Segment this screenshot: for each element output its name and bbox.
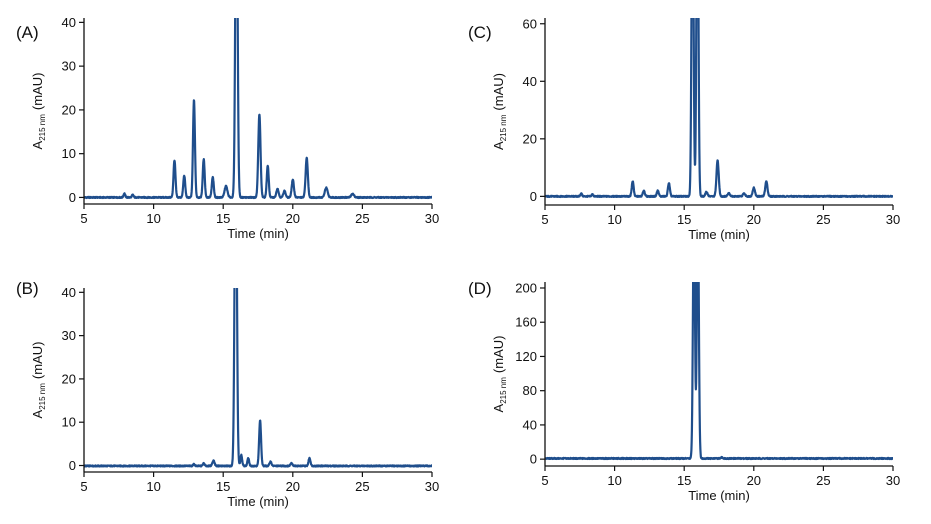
y-axis-title: A215 nm (mAU) — [30, 73, 47, 150]
x-tick-label: 30 — [425, 479, 439, 494]
panel-b: 5 10 15 20 25 30 0 10 20 30 40 Time (min) A215 nm (mA… — [16, 279, 439, 509]
y-axis-title-subscript: 215 nm — [499, 114, 508, 141]
y-axis-title: A215 nm (mAU) — [30, 342, 47, 419]
x-tick-label: 15 — [216, 211, 230, 226]
x-tick-label: 25 — [816, 212, 830, 227]
x-tick-label: 30 — [886, 473, 900, 488]
x-axis-title: Time (min) — [688, 488, 750, 503]
x-tick-label: 20 — [286, 479, 300, 494]
x-tick-label: 30 — [886, 212, 900, 227]
x-tick-label: 5 — [80, 479, 87, 494]
x-axis-title: Time (min) — [227, 226, 289, 241]
y-tick-label: 0 — [69, 190, 76, 205]
y-tick-label: 80 — [523, 383, 537, 398]
panel-label: (B) — [16, 279, 39, 298]
y-tick-label: 200 — [515, 280, 537, 295]
x-tick-label: 20 — [747, 212, 761, 227]
y-tick-label: 40 — [62, 15, 76, 30]
y-tick-label: 40 — [62, 285, 76, 300]
x-tick-label: 10 — [146, 479, 160, 494]
y-tick-label: 40 — [523, 417, 537, 432]
y-tick-label: 20 — [62, 102, 76, 117]
x-tick-label: 30 — [425, 211, 439, 226]
y-axis-title-main: A — [30, 140, 45, 149]
y-axis-title-unit: (mAU) — [491, 73, 506, 111]
y-tick-label: 60 — [523, 16, 537, 31]
x-tick-label: 25 — [355, 479, 369, 494]
y-axis-title-subscript: 215 nm — [38, 383, 47, 410]
y-axis-title: A215 nm (mAU) — [491, 336, 508, 413]
x-tick-label: 25 — [816, 473, 830, 488]
y-axis-title-unit: (mAU) — [30, 73, 45, 111]
chromatogram-trace — [84, 288, 432, 468]
y-axis-title-main: A — [491, 141, 506, 150]
x-tick-label: 5 — [541, 212, 548, 227]
x-tick-label: 10 — [607, 473, 621, 488]
panel-label: (D) — [468, 279, 492, 298]
y-tick-label: 30 — [62, 328, 76, 343]
panel-d: 5 10 15 20 25 30 0 40 80 120 160 200 Time (min) A215 … — [468, 279, 900, 503]
y-axis-title-subscript: 215 nm — [499, 377, 508, 404]
y-tick-label: 40 — [523, 74, 537, 89]
x-tick-label: 15 — [677, 212, 691, 227]
chromatogram-trace — [84, 18, 432, 200]
y-tick-label: 120 — [515, 349, 537, 364]
y-tick-label: 10 — [62, 415, 76, 430]
chromatogram-trace — [545, 18, 893, 199]
y-axis-title: A215 nm (mAU) — [491, 73, 508, 150]
y-axis-title-subscript: 215 nm — [38, 114, 47, 141]
y-tick-label: 20 — [523, 131, 537, 146]
panel-label: (A) — [16, 23, 39, 42]
panel-c: 5 10 15 20 25 30 0 20 40 60 Time (min) A215 nm (mAU)… — [468, 16, 900, 242]
x-tick-label: 5 — [541, 473, 548, 488]
x-axis-title: Time (min) — [227, 494, 289, 509]
x-tick-label: 5 — [80, 211, 87, 226]
y-axis-title-main: A — [491, 403, 506, 412]
y-tick-label: 0 — [530, 189, 537, 204]
panel-a: 5 10 15 20 25 30 0 10 20 30 40 Time (min) A215 nm (mA… — [16, 15, 439, 241]
x-tick-label: 25 — [355, 211, 369, 226]
y-axis-title-unit: (mAU) — [491, 336, 506, 374]
y-tick-label: 10 — [62, 146, 76, 161]
x-tick-label: 10 — [607, 212, 621, 227]
x-tick-label: 15 — [677, 473, 691, 488]
y-tick-label: 0 — [69, 458, 76, 473]
x-tick-label: 10 — [146, 211, 160, 226]
y-tick-label: 160 — [515, 315, 537, 330]
y-axis-title-unit: (mAU) — [30, 342, 45, 380]
panel-label: (C) — [468, 23, 492, 42]
y-axis-title-main: A — [30, 409, 45, 418]
x-tick-label: 20 — [286, 211, 300, 226]
y-tick-label: 30 — [62, 59, 76, 74]
x-tick-label: 20 — [747, 473, 761, 488]
y-tick-label: 0 — [530, 452, 537, 467]
x-tick-label: 15 — [216, 479, 230, 494]
y-tick-label: 20 — [62, 371, 76, 386]
chromatogram-trace — [545, 282, 893, 461]
x-axis-title: Time (min) — [688, 227, 750, 242]
